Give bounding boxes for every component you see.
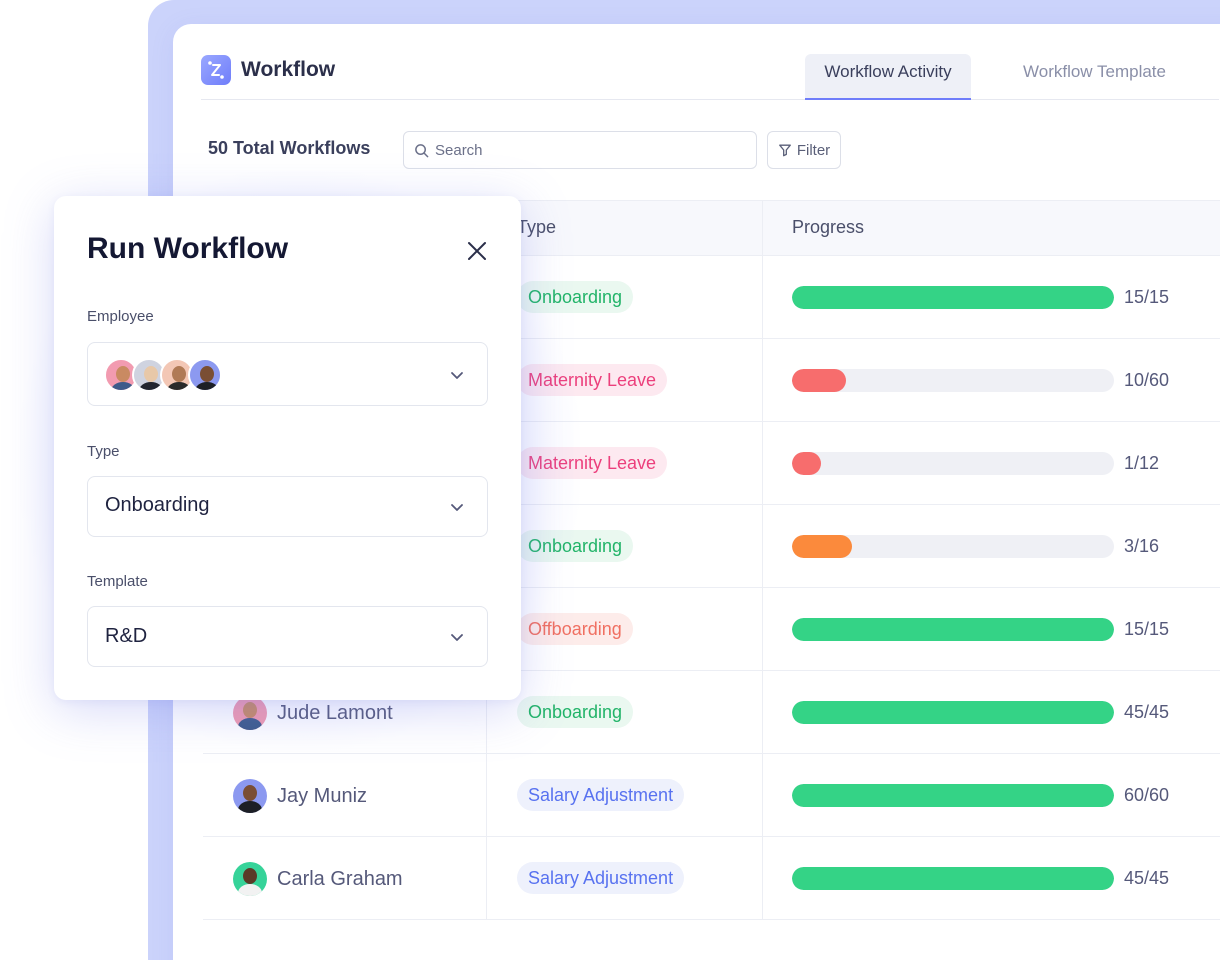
- workflow-type-tag: Onboarding: [517, 281, 634, 313]
- workflow-type-tag: Onboarding: [517, 696, 634, 728]
- filter-icon: [778, 144, 791, 157]
- workflow-type-tag: Onboarding: [517, 530, 634, 562]
- search-input[interactable]: [435, 141, 735, 159]
- avatar: [188, 358, 222, 392]
- progress-label: 60/60: [1124, 785, 1170, 805]
- chevron-down-icon: [451, 634, 463, 641]
- app-header: Workflow Workflow Activity Workflow Temp…: [201, 24, 1219, 100]
- workflow-table: Type Progress Onboarding 15/15 Maternity L…: [203, 200, 1220, 920]
- progress-bar-fill: [792, 867, 1114, 890]
- column-divider: [762, 339, 763, 421]
- column-divider: [486, 671, 487, 753]
- workflow-app: Workflow Workflow Activity Workflow Temp…: [173, 24, 1220, 960]
- progress-bar-fill: [792, 369, 846, 392]
- column-divider: [762, 256, 763, 338]
- progress-bar: [792, 784, 1114, 807]
- column-header-type: Type: [517, 201, 556, 253]
- column-divider: [762, 837, 763, 919]
- avatar: [233, 696, 267, 730]
- workflow-type-tag: Maternity Leave: [517, 364, 668, 396]
- template-select-value: R&D: [105, 625, 148, 647]
- progress-bar-fill: [792, 286, 1114, 309]
- table-row[interactable]: Maternity Leave 10/60: [203, 339, 1220, 422]
- progress-bar-fill: [792, 701, 1114, 724]
- table-row[interactable]: Maternity Leave 1/12: [203, 422, 1220, 505]
- workflow-type-tag: Salary Adjustment: [517, 779, 685, 811]
- column-divider: [762, 588, 763, 670]
- workflow-type-tag: Salary Adjustment: [517, 862, 685, 894]
- progress-bar: [792, 535, 1114, 558]
- table-row[interactable]: Carla Graham Salary Adjustment 45/45: [203, 837, 1220, 920]
- table-row[interactable]: Offboarding 15/15: [203, 588, 1220, 671]
- table-row[interactable]: Onboarding 3/16: [203, 505, 1220, 588]
- column-divider: [762, 422, 763, 504]
- app-title: Workflow: [241, 58, 336, 81]
- employee-select[interactable]: [87, 342, 488, 406]
- progress-bar: [792, 369, 1114, 392]
- column-divider: [762, 201, 763, 255]
- tab-workflow-template[interactable]: Workflow Template: [1023, 62, 1166, 81]
- table-row[interactable]: Jay Muniz Salary Adjustment 60/60: [203, 754, 1220, 837]
- employee-cell: Jude Lamont: [233, 696, 393, 730]
- progress-bar: [792, 452, 1114, 475]
- progress-bar-fill: [792, 535, 853, 558]
- type-select-value: Onboarding: [105, 494, 210, 516]
- total-workflows-count: 50 Total Workflows: [208, 138, 371, 158]
- column-divider: [486, 754, 487, 836]
- type-label: Type: [87, 443, 120, 460]
- employee-name: Jude Lamont: [277, 702, 393, 725]
- template-select[interactable]: R&D: [87, 606, 488, 667]
- employee-cell: Jay Muniz: [233, 779, 367, 813]
- employee-label: Employee: [87, 308, 154, 325]
- progress-label: 15/15: [1124, 287, 1170, 307]
- employee-name: Carla Graham: [277, 867, 403, 890]
- employee-name: Jay Muniz: [277, 784, 368, 807]
- close-icon: [468, 242, 486, 260]
- progress-bar-fill: [792, 784, 1114, 807]
- progress-label: 45/45: [1124, 702, 1170, 722]
- progress-label: 1/12: [1124, 453, 1160, 473]
- employee-avatars: [104, 358, 222, 392]
- chevron-down-icon: [451, 372, 463, 379]
- close-button[interactable]: [464, 238, 490, 264]
- avatar: [233, 779, 267, 813]
- template-label: Template: [87, 573, 148, 590]
- run-workflow-modal: Run Workflow Employee Type Onboarding Te…: [54, 196, 521, 700]
- table-row[interactable]: Jude Lamont Onboarding 45/45: [203, 671, 1220, 754]
- filter-label: Filter: [796, 141, 831, 159]
- type-select[interactable]: Onboarding: [87, 476, 488, 537]
- employee-cell: Carla Graham: [233, 862, 403, 896]
- search-icon: [415, 143, 429, 157]
- column-divider: [762, 505, 763, 587]
- progress-bar: [792, 286, 1114, 309]
- column-divider: [486, 837, 487, 919]
- workflow-type-tag: Offboarding: [517, 613, 633, 645]
- progress-label: 45/45: [1124, 868, 1170, 888]
- workflow-logo-icon: [201, 55, 231, 85]
- progress-bar-fill: [792, 452, 821, 475]
- tab-workflow-activity[interactable]: Workflow Activity: [805, 54, 971, 100]
- progress-bar: [792, 701, 1114, 724]
- workflow-type-tag: Maternity Leave: [517, 447, 668, 479]
- progress-bar-fill: [792, 618, 1114, 641]
- column-divider: [762, 754, 763, 836]
- chevron-down-icon: [451, 504, 463, 511]
- column-header-progress: Progress: [792, 217, 865, 237]
- modal-title: Run Workflow: [87, 232, 289, 265]
- progress-label: 3/16: [1124, 536, 1160, 556]
- table-row[interactable]: Onboarding 15/15: [203, 256, 1220, 339]
- progress-bar: [792, 867, 1114, 890]
- search-box[interactable]: [403, 131, 757, 169]
- filter-button[interactable]: Filter: [767, 131, 841, 169]
- progress-bar: [792, 618, 1114, 641]
- progress-label: 15/15: [1124, 619, 1170, 639]
- column-divider: [762, 671, 763, 753]
- avatar: [233, 862, 267, 896]
- progress-label: 10/60: [1124, 370, 1170, 390]
